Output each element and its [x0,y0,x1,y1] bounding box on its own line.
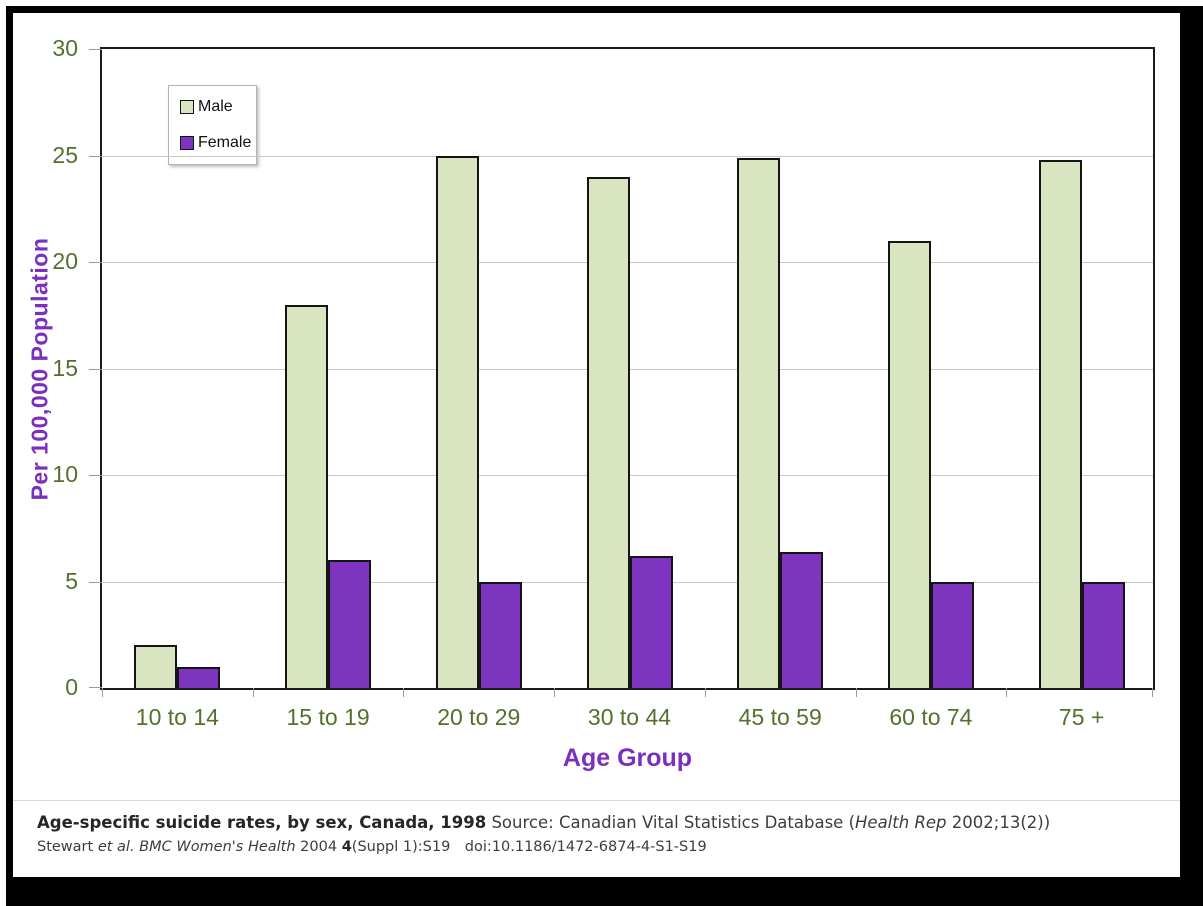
category-boundary-tick [704,688,706,697]
legend-label-female: Female [198,134,252,151]
category-boundary-tick [855,688,857,697]
category-boundary-tick [102,688,103,697]
y-tick-label: 25 [52,141,78,168]
y-axis-tick [89,475,102,476]
female-bar-30-to-44 [629,555,673,688]
y-axis-tick [89,49,102,50]
caption-segment: Age-specific suicide rates, by sex, Cana… [37,813,487,832]
category-boundary-tick [1152,688,1153,697]
figure-frame: Per 100,000 Population Age Group Male Fe… [6,6,1203,906]
caption-citation-line: Stewart et al. BMC Women's Health 2004 4… [37,839,1180,855]
plot-area: Per 100,000 Population Age Group Male Fe… [27,35,1155,772]
male-bar-60-to-74 [887,240,931,688]
female-bar-45-to-59 [780,551,824,688]
legend-item-female: Female [180,133,256,153]
x-tick-label: 75 + [1058,704,1105,730]
female-bar-20-to-29 [478,581,522,688]
male-bar-20-to-29 [435,155,479,688]
caption-segment: Source: Canadian Vital Statistics Databa… [486,813,856,832]
male-bar-10-to-14 [134,645,178,688]
y-axis-tick [89,368,102,370]
female-bar-15-to-19 [328,560,372,688]
caption-segment: 2004 [295,839,342,855]
y-axis-tick [89,262,102,263]
category-boundary-tick [403,688,405,697]
gridline [102,155,1153,157]
caption-segment: (Suppl 1):S19 doi:10.1186/1472-6874-4-S1… [351,839,707,855]
caption-title-line: Age-specific suicide rates, by sex, Cana… [37,813,1180,832]
caption-segment: Stewart [37,839,98,855]
x-tick-label: 10 to 14 [135,704,219,730]
figure-caption: Age-specific suicide rates, by sex, Cana… [13,800,1180,855]
chart-legend: Male Female [168,85,257,165]
y-tick-label: 0 [65,674,78,700]
y-tick-label: 15 [52,354,78,381]
x-tick-label: 20 to 29 [437,704,521,730]
x-tick-label: 60 to 74 [889,704,973,730]
y-axis-tick [89,581,102,583]
category-boundary-tick [1006,688,1008,697]
caption-segment: Health Rep [855,813,947,832]
x-tick-label: 30 to 44 [587,704,672,730]
x-tick-label: 45 to 59 [738,704,822,730]
legend-item-male: Male [180,97,256,117]
female-bar-10-to-14 [177,666,221,688]
y-tick-label: 10 [52,461,78,487]
legend-label-male: Male [198,98,233,115]
y-axis-tick [89,155,102,157]
x-tick-label: 15 to 19 [286,704,370,730]
male-bar-45-to-59 [737,157,781,688]
caption-divider [13,800,1180,801]
female-swatch-icon [180,136,194,150]
female-bar-75-+ [1081,581,1125,688]
caption-segment: et al. BMC Women's Health [97,839,296,855]
category-boundary-tick [554,688,556,697]
male-bar-75-+ [1038,159,1082,688]
y-axis-tick [89,687,102,688]
female-bar-60-to-74 [930,581,974,688]
caption-segment: 2002;13(2)) [946,813,1051,832]
caption-segment: 4 [341,839,352,855]
y-tick-label: 5 [65,567,78,594]
y-tick-label: 20 [52,248,78,274]
x-axis-title: Age Group [562,744,693,772]
male-bar-30-to-44 [586,176,630,688]
male-swatch-icon [180,100,194,114]
male-bar-15-to-19 [285,304,329,688]
category-boundary-tick [252,688,254,697]
y-tick-label: 30 [52,35,78,61]
figure-canvas: Per 100,000 Population Age Group Male Fe… [13,13,1180,877]
